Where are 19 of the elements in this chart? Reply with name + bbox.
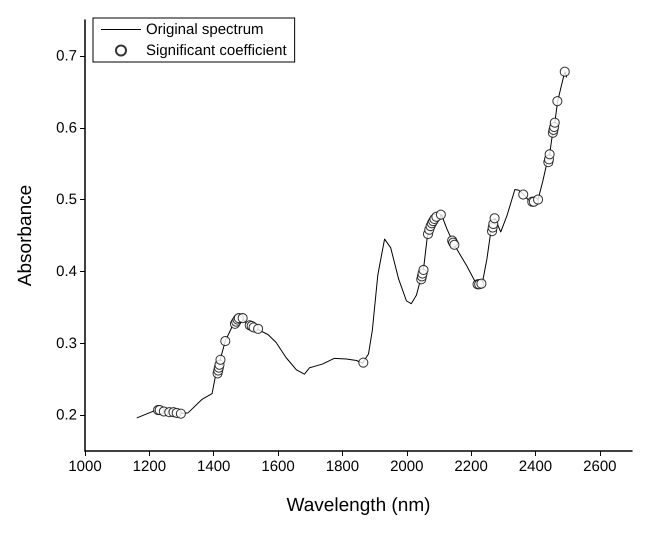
y-tick-label: 0.3 xyxy=(56,334,77,352)
x-tick-label: 2400 xyxy=(518,458,552,475)
x-tick-label: 2000 xyxy=(390,458,424,475)
x-tick-label: 1400 xyxy=(197,458,230,475)
x-tick-label: 1600 xyxy=(261,458,295,475)
legend-label: Significant coefficient xyxy=(146,42,288,59)
x-tick-label: 2200 xyxy=(454,458,488,475)
x-tick-label: 1000 xyxy=(68,458,102,475)
x-tick-label: 1200 xyxy=(132,458,166,475)
y-tick-label: 0.6 xyxy=(56,119,77,136)
x-axis-title: Wavelength (nm) xyxy=(286,495,430,516)
legend-label: Original spectrum xyxy=(146,21,264,38)
y-tick-label: 0.2 xyxy=(56,406,77,424)
y-tick-label: 0.7 xyxy=(56,47,77,64)
y-axis-title: Absorbance xyxy=(15,184,36,286)
x-tick-label: 2600 xyxy=(583,458,617,475)
y-tick-label: 0.4 xyxy=(56,262,77,280)
y-tick-label: 0.5 xyxy=(56,191,77,208)
x-tick-label: 1800 xyxy=(326,458,360,475)
